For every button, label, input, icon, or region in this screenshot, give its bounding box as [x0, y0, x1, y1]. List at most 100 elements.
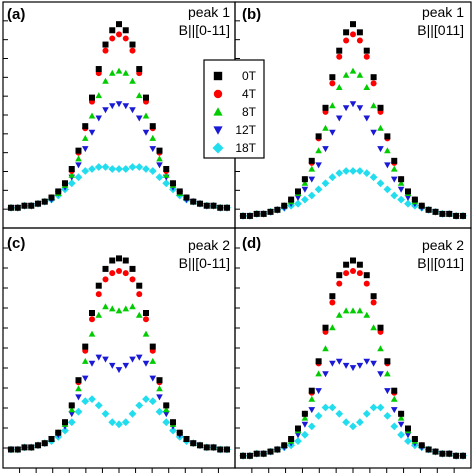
- data-point-4T: [109, 270, 116, 277]
- panel-b: (b) peak 1 B||[011]: [234, 1, 472, 229]
- data-point-0T: [35, 200, 41, 207]
- data-point-0T: [21, 444, 28, 451]
- data-point-4T: [350, 268, 356, 274]
- data-point-8T: [349, 307, 357, 314]
- data-point-18T: [362, 169, 371, 177]
- data-point-18T: [294, 199, 302, 208]
- field-direction-label: B||[0-11]: [179, 22, 230, 38]
- data-point-0T: [21, 202, 28, 209]
- data-point-18T: [81, 167, 90, 175]
- data-point-8T: [308, 165, 316, 172]
- data-point-0T: [425, 446, 432, 453]
- data-point-12T: [82, 146, 89, 153]
- data-point-18T: [162, 179, 171, 188]
- data-point-8T: [329, 102, 336, 109]
- data-point-18T: [148, 397, 157, 406]
- data-point-0T: [149, 343, 156, 350]
- data-point-0T: [170, 180, 176, 187]
- data-point-12T: [68, 411, 75, 418]
- data-point-8T: [335, 84, 343, 90]
- data-point-12T: [129, 107, 136, 114]
- data-point-0T: [82, 343, 89, 350]
- data-point-18T: [342, 167, 350, 175]
- data-point-0T: [14, 204, 21, 211]
- data-point-0T: [62, 180, 68, 187]
- data-point-18T: [74, 407, 83, 416]
- data-point-8T: [162, 171, 170, 178]
- axis-ticks: [3, 20, 8, 210]
- data-point-8T: [142, 330, 150, 337]
- data-point-8T: [377, 345, 384, 352]
- data-point-0T: [308, 157, 315, 164]
- legend-marker-4T: [213, 89, 223, 99]
- data-point-12T: [82, 375, 89, 382]
- data-point-8T: [82, 357, 89, 364]
- data-point-12T: [129, 356, 136, 363]
- data-point-0T: [411, 196, 418, 203]
- data-point-0T: [246, 452, 253, 459]
- data-point-0T: [75, 377, 82, 384]
- data-point-0T: [136, 282, 143, 289]
- data-point-18T: [328, 173, 337, 182]
- data-point-0T: [129, 41, 136, 48]
- data-point-8T: [315, 147, 322, 154]
- data-point-4T: [356, 270, 363, 277]
- data-point-0T: [274, 446, 281, 453]
- field-direction-label: B||[011]: [417, 22, 464, 38]
- panel-d: (d) peak 2 B||[011]: [234, 227, 472, 473]
- data-point-8T: [75, 155, 82, 162]
- data-point-0T: [210, 444, 217, 451]
- data-point-4T: [363, 53, 370, 60]
- data-point-12T: [162, 411, 170, 418]
- data-point-18T: [321, 179, 330, 188]
- panel-a: (a) peak 1 B||[0-11]: [2, 1, 236, 229]
- legend: 0T 4T 8T 12T 18T: [203, 59, 265, 159]
- legend-label-4T: 4T: [242, 87, 257, 101]
- data-point-8T: [129, 77, 136, 84]
- data-point-4T: [350, 31, 356, 38]
- data-point-12T: [115, 101, 123, 108]
- legend-label-8T: 8T: [242, 105, 257, 119]
- data-point-12T: [349, 101, 357, 108]
- data-point-8T: [95, 92, 102, 99]
- data-point-4T: [95, 291, 102, 298]
- data-point-18T: [108, 418, 117, 427]
- data-point-0T: [170, 419, 176, 426]
- data-point-12T: [329, 360, 336, 367]
- data-point-12T: [88, 129, 96, 136]
- data-point-8T: [363, 311, 371, 318]
- data-point-0T: [41, 198, 48, 205]
- data-point-8T: [370, 324, 377, 331]
- data-point-0T: [405, 425, 411, 432]
- data-point-8T: [149, 357, 157, 364]
- data-point-12T: [390, 407, 398, 414]
- data-point-8T: [156, 155, 163, 162]
- data-point-8T: [115, 67, 123, 74]
- data-point-18T: [67, 179, 76, 188]
- data-point-18T: [376, 179, 385, 188]
- data-point-12T: [109, 103, 116, 110]
- data-point-8T: [390, 165, 398, 172]
- data-point-0T: [183, 194, 190, 201]
- data-point-18T: [301, 195, 309, 204]
- data-point-0T: [183, 436, 190, 442]
- data-point-0T: [460, 452, 466, 459]
- data-point-4T: [102, 47, 109, 54]
- data-point-8T: [356, 71, 364, 78]
- data-point-18T: [404, 199, 412, 208]
- data-point-12T: [377, 371, 384, 378]
- axis-ticks: [235, 247, 455, 473]
- data-point-4T: [336, 280, 343, 287]
- data-point-12T: [308, 407, 316, 414]
- data-point-12T: [301, 421, 309, 428]
- data-point-18T: [88, 395, 96, 403]
- data-point-0T: [210, 202, 217, 209]
- data-point-18T: [148, 167, 157, 175]
- data-point-18T: [169, 426, 177, 435]
- data-point-4T: [370, 299, 377, 306]
- data-point-0T: [143, 310, 149, 316]
- data-point-0T: [350, 21, 356, 28]
- data-point-12T: [75, 162, 82, 169]
- series-group: [7, 21, 231, 212]
- data-point-0T: [82, 123, 89, 130]
